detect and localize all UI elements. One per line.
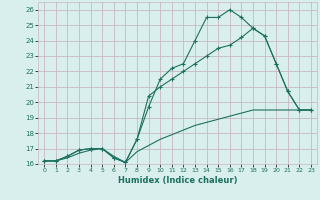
X-axis label: Humidex (Indice chaleur): Humidex (Indice chaleur): [118, 176, 237, 185]
